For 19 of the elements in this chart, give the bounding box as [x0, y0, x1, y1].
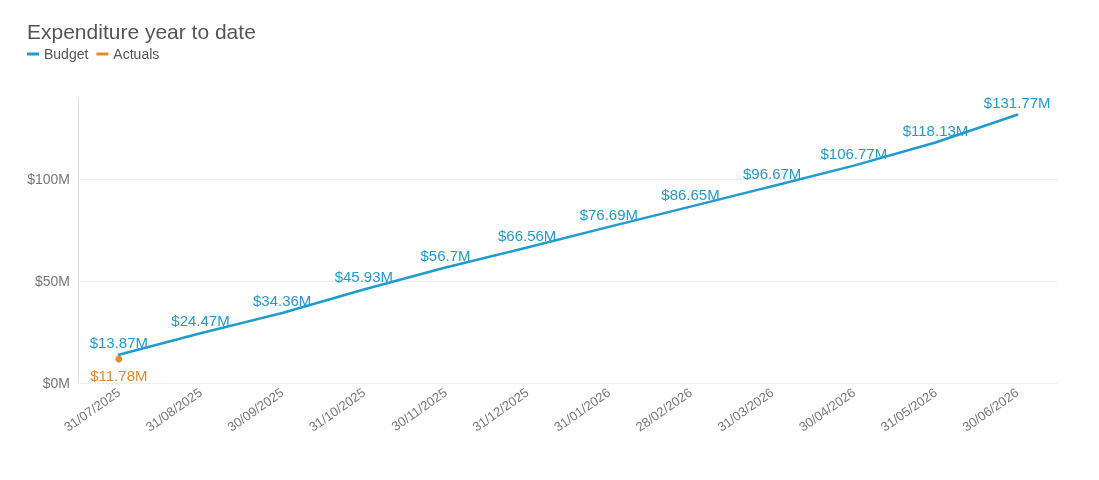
data-label: $106.77M	[820, 144, 888, 162]
data-label: $96.67M	[742, 165, 802, 183]
y-tick-label: $50M	[34, 273, 70, 290]
legend-label: Actuals	[113, 46, 160, 62]
chart-title: Expenditure year to date	[27, 20, 256, 43]
data-label: $11.78M	[90, 366, 148, 384]
data-label: $131.77M	[983, 93, 1051, 111]
legend-label: Budget	[44, 46, 89, 62]
data-label: $66.56M	[497, 226, 557, 244]
data-label: $34.36M	[252, 292, 312, 310]
data-label: $13.87M	[89, 333, 149, 351]
data-label: $76.69M	[579, 205, 639, 223]
data-label: $56.7M	[420, 246, 471, 264]
y-tick-label: $0M	[42, 375, 70, 391]
data-label: $118.13M	[902, 121, 969, 139]
data-label: $24.47M	[171, 312, 230, 330]
data-label: $45.93M	[334, 268, 394, 286]
data-label: $86.65M	[661, 185, 720, 203]
y-tick-label: $100M	[27, 171, 70, 188]
